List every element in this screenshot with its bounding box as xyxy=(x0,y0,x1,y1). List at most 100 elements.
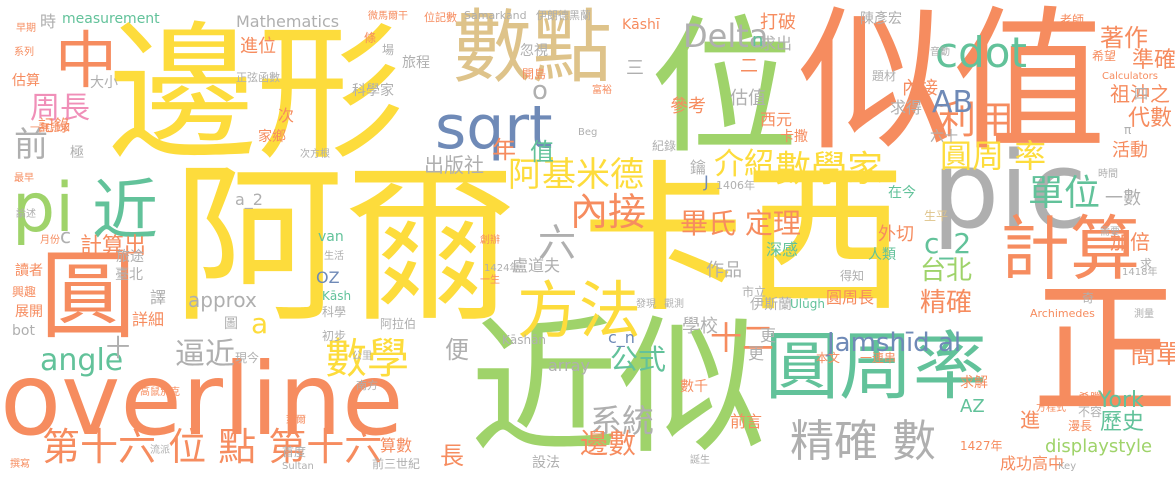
word-cdot: cdot xyxy=(935,28,1027,77)
word-第十六位點第十六: 第十六 位 點 第十六 xyxy=(42,425,383,469)
word-1406年: 1406年 xyxy=(716,179,755,192)
word-展開: 展開 xyxy=(15,304,43,320)
word-求得: 求得 xyxy=(890,98,923,117)
word-創辦: 創辦 xyxy=(480,235,500,246)
word-打破: 打破 xyxy=(760,12,796,33)
word-出版社: 出版社 xyxy=(424,153,484,177)
word-西元: 西元 xyxy=(760,110,793,129)
word-參考: 參考 xyxy=(670,96,706,117)
word-overline: overline xyxy=(0,341,404,458)
word-畢氏定理: 畢氏 定理 xyxy=(680,207,801,240)
word-高鼠別克: 高鼠別克 xyxy=(140,387,180,398)
word-旅程: 旅程 xyxy=(402,55,430,71)
word-正弦函數: 正弦函數 xyxy=(236,71,280,84)
word-方程式: 方程式 xyxy=(1036,403,1066,414)
word-忽視: 忽視 xyxy=(520,43,548,59)
word-更-2: 更 xyxy=(748,344,765,363)
word-公式: 公式 xyxy=(610,343,667,376)
word-圓周率-2: 圓周 率 xyxy=(940,137,1047,175)
word-在今: 在今 xyxy=(888,185,916,201)
word-生平: 生平 xyxy=(924,209,949,223)
word-周長: 周長 xyxy=(30,91,90,126)
word-次: 次 xyxy=(278,106,295,125)
word-measurement: measurement xyxy=(62,11,160,27)
word-音動: 音動 xyxy=(930,47,950,58)
word-長: 長 xyxy=(440,442,464,470)
word-卡西: 卡西 xyxy=(582,147,906,335)
word-伊朗德黑蘭: 伊朗德黑蘭 xyxy=(536,9,591,22)
word-前: 前 xyxy=(14,125,48,165)
word-發現: 發現 xyxy=(636,299,656,310)
word-介紹: 介紹 xyxy=(714,147,774,182)
word-鑰: 鑰 xyxy=(690,158,707,177)
word-家鄉: 家鄉 xyxy=(258,129,286,145)
word-現今: 現今 xyxy=(235,351,260,365)
word-求: 求 xyxy=(1140,257,1153,271)
word-南方: 南方 xyxy=(356,379,378,392)
word-方法: 方法 xyxy=(517,274,642,347)
word-興趣: 興趣 xyxy=(12,285,37,299)
word-人類: 人類 xyxy=(868,247,896,263)
word-數千: 數千 xyxy=(680,379,708,395)
word-1418年: 1418年 xyxy=(1122,267,1158,278)
word-臺北: 臺北 xyxy=(115,267,143,283)
word-Kashan: Kāshān xyxy=(502,333,547,347)
word-中: 中 xyxy=(55,24,118,97)
word-市立: 市立 xyxy=(742,285,767,299)
word-n: n xyxy=(752,30,764,51)
word-三: 三 xyxy=(626,58,644,79)
word-生活: 生活 xyxy=(324,251,344,262)
word-van: van xyxy=(318,229,344,245)
word-進: 進 xyxy=(1020,408,1040,432)
word-array: array xyxy=(548,356,590,375)
word-前言: 前言 xyxy=(730,412,763,431)
word-Delta: Delta xyxy=(683,17,769,55)
word-算數: 算數 xyxy=(380,436,413,455)
word-單位: 單位 xyxy=(1028,173,1101,214)
word-圓周長: 圓周長 xyxy=(826,288,875,307)
word-Sultan: Sultan xyxy=(282,461,314,472)
word-詳細: 詳細 xyxy=(132,310,165,329)
word-公里: 公里 xyxy=(352,351,372,362)
word-逼近: 逼近 xyxy=(175,337,235,372)
word-Mathematics: Mathematics xyxy=(236,12,340,31)
word-一連串: 一連串 xyxy=(860,351,897,365)
word-Calculators: Calculators xyxy=(1102,71,1158,82)
word-AB: AB xyxy=(932,85,974,120)
word-圖: 圖 xyxy=(224,316,238,332)
word-阿爾: 阿爾 xyxy=(172,145,516,346)
word-阿基米德: 阿基米德 xyxy=(508,155,644,195)
word-計算出: 計算出 xyxy=(80,234,147,259)
word-近似: 近似 xyxy=(470,302,766,474)
word-J: J xyxy=(704,172,709,191)
word-富裕: 富裕 xyxy=(592,85,612,96)
word-c_2: c_2 xyxy=(924,227,972,260)
word-求解: 求解 xyxy=(960,375,988,391)
word-邊數: 邊數 xyxy=(580,427,637,460)
word-位: 位 xyxy=(650,2,798,174)
word-pi-sym: π xyxy=(1124,123,1132,137)
word-angle: angle xyxy=(40,343,124,378)
word-十: 十 xyxy=(106,334,130,362)
word-場: 場 xyxy=(382,43,395,57)
word-測量: 測量 xyxy=(1134,309,1154,320)
word-數點: 數點 xyxy=(452,1,612,94)
word-早期: 早期 xyxy=(16,23,36,34)
word-六十: 六十 xyxy=(930,129,958,145)
word-四: 四 xyxy=(1134,87,1148,103)
word-前三世紀: 前三世紀 xyxy=(372,457,421,471)
word-阿拉伯: 阿拉伯 xyxy=(380,317,417,331)
word-二: 二 xyxy=(740,56,758,77)
word-圓: 圓 xyxy=(40,240,136,352)
word-希臘: 希臘 xyxy=(1078,391,1103,405)
word-卡撒: 卡撒 xyxy=(780,129,808,145)
word-求出: 求出 xyxy=(760,34,793,53)
word-微馬爾干: 微馬爾干 xyxy=(368,11,408,22)
word-Beg: Beg xyxy=(578,127,598,138)
word-a: a xyxy=(251,307,269,340)
word-條: 條 xyxy=(364,31,377,45)
word-簡單: 簡單 xyxy=(1130,340,1175,370)
word-OZ: OZ xyxy=(316,268,340,287)
word-漫長: 漫長 xyxy=(1068,419,1093,433)
word-估算: 估算 xyxy=(12,73,40,89)
